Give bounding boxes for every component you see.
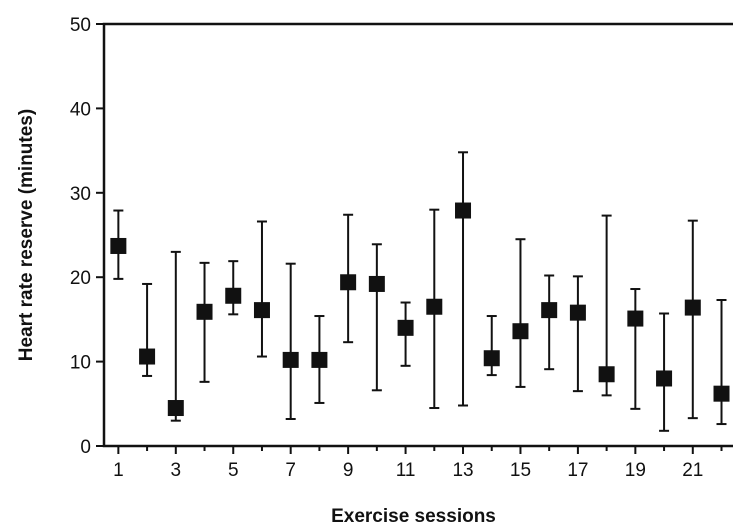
y-axis-title: Heart rate reserve (minutes) <box>16 109 37 361</box>
x-tick-label: 19 <box>625 460 646 481</box>
y-tick-label: 10 <box>70 353 91 374</box>
data-point <box>426 298 443 315</box>
x-tick-label: 9 <box>343 460 354 481</box>
x-tick-label: 15 <box>510 460 531 481</box>
data-point <box>196 303 213 320</box>
data-point <box>311 351 328 368</box>
x-tick-label: 17 <box>567 460 588 481</box>
data-point <box>397 319 414 336</box>
data-point <box>656 370 673 387</box>
data-point <box>569 304 586 321</box>
data-point <box>598 366 615 383</box>
data-point <box>684 299 701 316</box>
x-tick-labels: 1 3 5 7 9 11 13 15 17 19 21 <box>113 460 703 481</box>
data-point <box>139 348 156 365</box>
data-point <box>368 275 385 292</box>
data-point <box>282 351 299 368</box>
axis-ticks <box>96 23 723 454</box>
data-point <box>455 202 472 219</box>
y-tick-label: 0 <box>80 437 91 458</box>
data-point <box>167 400 184 417</box>
y-tick-label: 40 <box>70 99 91 120</box>
y-tick-labels: 0 10 20 30 40 50 <box>70 15 91 458</box>
data-point <box>340 274 357 291</box>
data-point <box>253 302 270 319</box>
error-bars <box>113 151 727 432</box>
y-tick-label: 20 <box>70 268 91 289</box>
data-point <box>627 310 644 327</box>
data-point <box>225 287 242 304</box>
x-tick-label: 3 <box>171 460 182 481</box>
x-tick-label: 1 <box>113 460 124 481</box>
data-markers <box>110 202 730 417</box>
data-point <box>541 302 558 319</box>
x-tick-label: 11 <box>396 460 416 481</box>
data-point <box>110 237 127 254</box>
plot-frame <box>102 22 733 448</box>
data-point <box>512 323 529 340</box>
data-point <box>713 385 730 402</box>
x-axis-title: Exercise sessions <box>331 506 496 527</box>
y-tick-label: 30 <box>70 184 91 205</box>
x-tick-label: 21 <box>682 460 703 481</box>
x-tick-label: 7 <box>285 460 296 481</box>
y-tick-label: 50 <box>70 15 91 36</box>
x-tick-label: 5 <box>228 460 239 481</box>
x-tick-label: 13 <box>452 460 473 481</box>
data-point <box>483 350 500 367</box>
